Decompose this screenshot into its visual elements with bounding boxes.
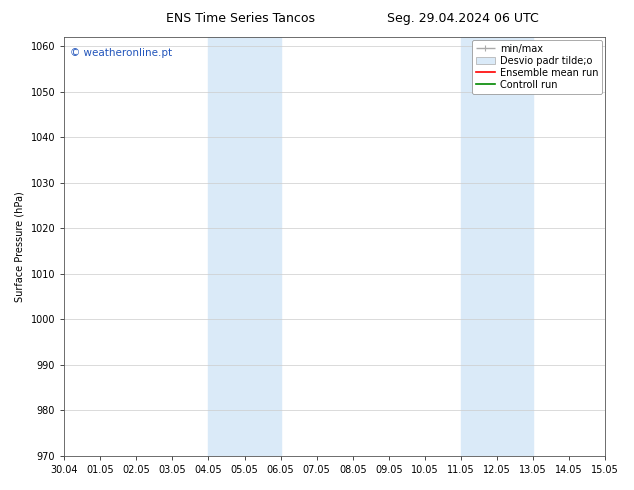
- Legend: min/max, Desvio padr tilde;o, Ensemble mean run, Controll run: min/max, Desvio padr tilde;o, Ensemble m…: [472, 40, 602, 94]
- Text: Seg. 29.04.2024 06 UTC: Seg. 29.04.2024 06 UTC: [387, 12, 539, 25]
- Bar: [461, 37, 533, 456]
- Y-axis label: Surface Pressure (hPa): Surface Pressure (hPa): [15, 191, 25, 302]
- Text: © weatheronline.pt: © weatheronline.pt: [70, 48, 172, 57]
- Bar: [209, 37, 281, 456]
- Text: ENS Time Series Tancos: ENS Time Series Tancos: [166, 12, 316, 25]
